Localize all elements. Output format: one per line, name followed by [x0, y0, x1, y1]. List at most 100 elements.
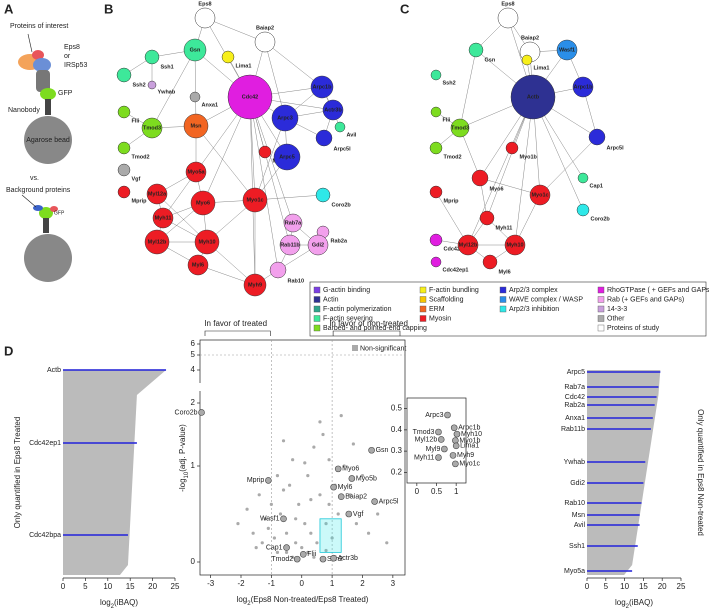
point: [281, 439, 286, 443]
node-label: Rab7a: [285, 220, 302, 226]
point: [318, 420, 322, 424]
node: [116, 67, 132, 83]
point: [245, 507, 249, 511]
y-tick-label: 0.3: [391, 446, 403, 455]
node: [307, 234, 329, 256]
node: [283, 213, 303, 233]
point-label: Baiap2: [345, 494, 367, 501]
node-label: Cap1: [590, 183, 603, 189]
label: Eps8: [64, 44, 80, 51]
bar: [587, 371, 661, 373]
point: [312, 555, 316, 559]
label: vs.: [30, 175, 39, 182]
node-label: Cdc42: [242, 94, 259, 100]
annotation: In favor of non-treated: [329, 319, 408, 328]
bracket: [204, 330, 271, 336]
legend-label: Barbed- and pointed-end capping: [323, 325, 427, 332]
legend-label: Proteins of study: [607, 325, 660, 332]
bar-label: Cdc42ep1: [29, 440, 61, 447]
x-tick-label: 20: [658, 582, 667, 591]
labeled-point: [293, 555, 301, 563]
node-label: Baiap2: [521, 35, 539, 41]
y-tick-label: 0.5: [391, 404, 403, 413]
node: [457, 234, 479, 256]
bar-distribution: [63, 370, 167, 575]
node: [479, 210, 495, 226]
node-label: Gsn: [485, 57, 496, 63]
point: [321, 432, 325, 437]
gfp: [40, 88, 56, 100]
edge: [514, 96, 534, 246]
legend-label: Scaffolding: [429, 296, 464, 303]
y-axis-label: Only quantified in Eps8 Non-treated: [696, 409, 705, 536]
node-label: Cdc42bpa: [444, 246, 471, 252]
node: [269, 261, 287, 279]
node: [505, 141, 519, 155]
pointer: [27, 33, 33, 53]
node-label: Myh10: [506, 242, 523, 248]
point: [376, 512, 380, 516]
gfp: [39, 207, 53, 219]
point: [330, 536, 334, 540]
bar-label: Actb: [47, 367, 61, 374]
labeled-point: [437, 436, 445, 443]
legend-label: Other: [607, 315, 625, 322]
legend-label: Arp2/3 complex: [509, 287, 558, 294]
legend-label: Myosin: [429, 315, 451, 322]
legend-swatch: [419, 315, 427, 322]
networks: Eps8 Baiap2 Gsn Ssh1 Lima1 Ssh2 Ywhab Anxa1 Cdc4…: [116, 1, 624, 297]
bar: [587, 502, 642, 504]
point-label: Myl12b: [415, 436, 438, 443]
node: [117, 141, 131, 155]
labeled-point: [280, 515, 287, 523]
bar: [587, 461, 646, 463]
node-label: Ssh1: [161, 64, 174, 70]
point: [291, 458, 295, 462]
legend-swatch: [313, 286, 321, 294]
point-label: Myh10: [461, 431, 482, 438]
legend-label: Arp2/3 inhibition: [509, 306, 559, 313]
protein-blob: [33, 58, 51, 72]
node-label: Myl12a: [148, 191, 167, 197]
node: [430, 256, 442, 268]
labeled-point: [435, 454, 442, 461]
label-part: log: [615, 598, 626, 607]
y-axis-label: Only quantified in Eps8 Treated: [13, 417, 22, 529]
legend-box: [309, 281, 707, 337]
labeled-point: [450, 424, 458, 432]
x-axis-label: log2(iBAQ): [100, 598, 138, 609]
point: [312, 445, 316, 449]
bracket: [332, 330, 401, 336]
point: [342, 464, 346, 468]
node-label: Eps8: [501, 1, 514, 7]
legend-label: Rab (+ GEFs and GAPs): [607, 296, 684, 303]
node: [146, 183, 168, 205]
node: [588, 128, 606, 146]
node: [144, 49, 160, 65]
x-axis-label: log2(Eps8 Non-treated/Eps8 Treated): [237, 595, 369, 606]
node: [117, 163, 131, 177]
x-tick-label: 15: [639, 582, 648, 591]
bar-label: Myo5a: [564, 568, 585, 575]
node-label: Myl12b: [459, 242, 478, 248]
node-label: Gsn: [190, 47, 201, 53]
point: [309, 498, 313, 502]
node-label: Actr3b: [324, 107, 342, 113]
y-tick-label: 0.4: [391, 425, 403, 434]
node: [242, 187, 268, 213]
x-tick-label: 10: [103, 582, 112, 591]
node-label: Myo1c: [246, 197, 263, 203]
bar: [587, 514, 640, 516]
axis-break: [197, 383, 203, 391]
point: [251, 531, 255, 535]
y-axis-label: -log10(adj. P-value): [178, 424, 189, 492]
node-label: Lima1: [534, 65, 550, 71]
node: [556, 39, 578, 61]
node: [482, 254, 498, 270]
point: [303, 522, 307, 526]
legend-label: G-actin binding: [323, 287, 370, 294]
x-tick-label: 5: [604, 582, 609, 591]
edge: [249, 96, 279, 271]
point: [291, 555, 295, 559]
legend-swatch: [597, 286, 605, 294]
